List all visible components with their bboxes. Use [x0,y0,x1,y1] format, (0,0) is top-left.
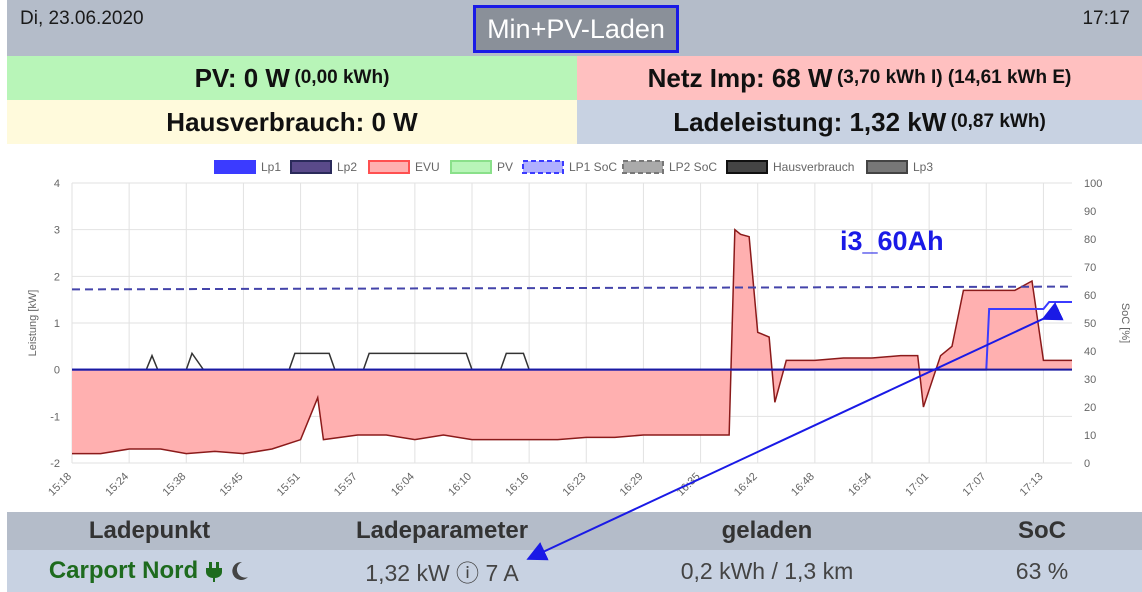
charge-mode-button[interactable]: Min+PV-Laden [473,5,679,53]
y-tick-label: 2 [54,271,60,283]
chart-series [71,228,1073,455]
pv-energy: (0,00 kWh) [294,67,390,88]
x-tick-label: 16:10 [446,471,474,499]
pv-power: PV: 0 W [194,62,290,93]
grid-power-tile: Netz Imp: 68 W (3,70 kWh I) (14,61 kWh E… [577,56,1142,100]
power-chart[interactable]: Lp1 Lp2 EVU PV LP1 SoC LP2 SoC Hausverbrauch Lp… [0,150,1142,512]
col-geladen: geladen [721,517,813,544]
legend-label: Hausverbrauch [773,160,854,174]
y2-tick-label: 90 [1084,206,1096,218]
plug-icon [206,562,223,582]
y2-tick-label: 100 [1084,178,1102,190]
evu-area [72,229,1072,454]
lp1-line [72,301,1072,371]
x-tick-label: 17:01 [903,471,931,499]
col-ladepunkt: Ladepunkt [88,517,211,544]
legend-label: Lp1 [261,160,281,174]
x-tick-label: 16:04 [389,471,417,499]
hausverbrauch-line [72,351,1072,371]
x-tick-label: 15:45 [218,471,246,499]
y-tick-label: -1 [50,411,60,423]
y2-tick-label: 10 [1084,430,1096,442]
x-tick-label: 16:35 [675,471,703,499]
x-tick-label: 15:24 [103,471,131,499]
legend-swatch [522,160,564,174]
charging-power: Ladeleistung: 1,32 kW [673,106,947,137]
legend-swatch [450,160,492,174]
legend-label: Lp3 [913,160,933,174]
legend-swatch [214,160,256,174]
house-consumption-tile: Hausverbrauch: 0 W [7,100,577,144]
charging-energy: (0,87 kWh) [950,111,1046,132]
y-tick-label: -2 [50,458,60,470]
y-tick-label: 3 [54,225,60,237]
x-tick-label: 17:13 [1018,471,1046,499]
x-tick-label: 16:42 [732,471,760,499]
legend-swatch [368,160,410,174]
charged-amount: 0,2 kWh / 1,3 km [680,557,854,584]
y-axis-label: Leistung [kW] [27,290,39,357]
legend-label: LP1 SoC [569,160,617,174]
x-tick-label: 15:38 [160,471,188,499]
chart-legend[interactable]: Lp1 Lp2 EVU PV LP1 SoC LP2 SoC Hausverbrauch Lp… [214,160,933,174]
soc-value: 63 % [1015,557,1069,584]
x-tick-label: 17:07 [960,471,988,499]
legend-swatch [726,160,768,174]
chargepoint-name[interactable]: Carport Nord [48,557,199,584]
chargepoint-cell[interactable]: Carport Nord [7,550,292,592]
lp1-soc-line [71,285,1073,291]
legend-label: LP2 SoC [669,160,717,174]
x-tick-label: 16:16 [503,471,531,499]
col-ladeparameter: Ladeparameter [355,517,529,544]
y2-tick-label: 60 [1084,290,1096,302]
x-tick-label: 15:51 [275,471,303,499]
y2-tick-label: 40 [1084,346,1096,358]
date-label: Di, 23.06.2020 [20,8,144,29]
x-tick-label: 16:48 [789,471,817,499]
legend-label: PV [497,160,513,174]
vehicle-annotation: i3_60Ah [840,226,944,256]
legend-label: EVU [415,160,440,174]
y2-tick-label: 30 [1084,374,1096,386]
y-tick-label: 0 [54,365,60,377]
x-tick-label: 16:29 [618,471,646,499]
y-tick-label: 1 [54,318,60,330]
y-tick-label: 4 [54,178,60,190]
table-row[interactable]: Carport Nord 1,32 kW ⓘ 7 A 0,2 kWh / 1,3… [7,550,1142,592]
x-tick-label: 16:54 [846,471,874,499]
legend-swatch [290,160,332,174]
legend-label: Lp2 [337,160,357,174]
charging-power-tile: Ladeleistung: 1,32 kW (0,87 kWh) [577,100,1142,144]
house-consumption: Hausverbrauch: 0 W [166,106,418,137]
x-tick-label: 15:57 [332,471,360,499]
x-tick-label: 15:18 [46,471,74,499]
legend-swatch [866,160,908,174]
pv-power-tile: PV: 0 W (0,00 kWh) [7,56,577,100]
x-tick-label: 16:23 [560,471,588,499]
table-header: Ladepunkt Ladeparameter geladen SoC [7,512,1142,550]
y2-axis-label: SoC [%] [1119,303,1131,343]
grid-energy: (3,70 kWh I) (14,61 kWh E) [836,67,1072,88]
y2-tick-label: 80 [1084,234,1096,246]
y2-tick-label: 0 [1084,458,1090,470]
legend-swatch [622,160,664,174]
col-soc: SoC [1018,517,1066,544]
grid-power: Netz Imp: 68 W [647,62,833,93]
y2-tick-label: 20 [1084,402,1096,414]
moon-icon [232,561,249,580]
y2-tick-label: 50 [1084,318,1096,330]
charge-params: 1,32 kW ⓘ 7 A [365,560,519,586]
time-label: 17:17 [1082,8,1130,29]
y2-tick-label: 70 [1084,262,1096,274]
